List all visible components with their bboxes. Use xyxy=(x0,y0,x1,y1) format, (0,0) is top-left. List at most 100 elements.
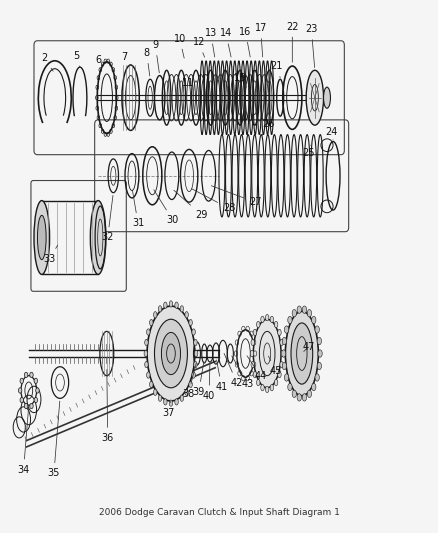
Ellipse shape xyxy=(280,350,283,357)
Text: 39: 39 xyxy=(192,361,205,397)
Ellipse shape xyxy=(147,306,194,401)
Ellipse shape xyxy=(30,372,33,377)
Ellipse shape xyxy=(281,350,285,357)
Ellipse shape xyxy=(256,379,259,386)
Ellipse shape xyxy=(35,388,39,393)
Ellipse shape xyxy=(279,340,283,345)
Ellipse shape xyxy=(146,329,150,335)
Ellipse shape xyxy=(251,361,254,368)
Text: 40: 40 xyxy=(202,363,215,401)
Ellipse shape xyxy=(180,395,183,401)
Text: 16: 16 xyxy=(239,27,251,57)
Text: 34: 34 xyxy=(18,408,30,474)
Ellipse shape xyxy=(256,321,259,328)
Ellipse shape xyxy=(161,333,180,375)
Ellipse shape xyxy=(144,350,147,357)
Text: 47: 47 xyxy=(301,342,314,352)
Ellipse shape xyxy=(287,317,291,324)
Ellipse shape xyxy=(316,337,321,345)
Ellipse shape xyxy=(265,386,268,393)
Ellipse shape xyxy=(274,321,277,328)
Text: 25: 25 xyxy=(301,145,314,158)
Text: 41: 41 xyxy=(215,360,227,392)
Ellipse shape xyxy=(90,200,106,274)
Ellipse shape xyxy=(291,310,296,317)
Ellipse shape xyxy=(311,317,315,324)
Ellipse shape xyxy=(260,384,264,391)
Ellipse shape xyxy=(297,306,301,313)
Ellipse shape xyxy=(30,403,33,409)
Ellipse shape xyxy=(302,394,306,401)
Ellipse shape xyxy=(145,361,148,368)
Text: 38: 38 xyxy=(182,363,196,399)
Text: 26: 26 xyxy=(261,119,274,136)
Ellipse shape xyxy=(191,372,195,378)
Ellipse shape xyxy=(194,350,198,357)
Ellipse shape xyxy=(153,389,157,395)
Text: 11: 11 xyxy=(182,78,194,93)
Ellipse shape xyxy=(188,319,192,326)
Text: 6: 6 xyxy=(95,55,106,64)
Ellipse shape xyxy=(269,316,273,322)
Ellipse shape xyxy=(265,314,268,321)
Ellipse shape xyxy=(169,400,172,406)
Text: 36: 36 xyxy=(101,369,113,443)
Ellipse shape xyxy=(169,301,172,307)
Ellipse shape xyxy=(174,302,178,309)
Ellipse shape xyxy=(316,362,321,370)
Text: 28: 28 xyxy=(191,189,235,214)
Text: 21: 21 xyxy=(270,61,282,78)
Text: 2006 Dodge Caravan Clutch & Input Shaft Diagram 1: 2006 Dodge Caravan Clutch & Input Shaft … xyxy=(99,508,339,517)
Ellipse shape xyxy=(282,337,286,345)
Text: 37: 37 xyxy=(162,401,174,418)
Text: 45: 45 xyxy=(268,356,281,376)
Ellipse shape xyxy=(149,319,153,326)
Ellipse shape xyxy=(317,350,321,357)
Ellipse shape xyxy=(25,403,28,409)
Ellipse shape xyxy=(307,310,311,317)
Ellipse shape xyxy=(253,329,256,336)
Ellipse shape xyxy=(163,302,167,309)
Text: 32: 32 xyxy=(101,196,113,243)
Text: 8: 8 xyxy=(143,48,149,76)
Ellipse shape xyxy=(311,383,315,391)
Text: 10: 10 xyxy=(173,34,185,58)
Ellipse shape xyxy=(251,340,254,345)
Ellipse shape xyxy=(274,379,277,386)
Text: 7: 7 xyxy=(121,52,131,65)
Ellipse shape xyxy=(34,398,37,403)
Text: 27: 27 xyxy=(211,185,261,207)
Ellipse shape xyxy=(250,350,253,357)
Text: 12: 12 xyxy=(192,37,205,57)
Ellipse shape xyxy=(302,306,306,313)
Text: 5: 5 xyxy=(73,51,80,67)
Text: 23: 23 xyxy=(304,24,317,68)
Ellipse shape xyxy=(20,378,24,383)
Text: 31: 31 xyxy=(131,190,144,228)
Ellipse shape xyxy=(153,312,157,318)
Ellipse shape xyxy=(193,361,197,368)
Ellipse shape xyxy=(314,374,318,381)
Ellipse shape xyxy=(145,340,148,346)
Ellipse shape xyxy=(37,215,46,260)
Ellipse shape xyxy=(154,319,187,388)
Ellipse shape xyxy=(191,329,195,335)
Ellipse shape xyxy=(158,395,162,401)
Text: 33: 33 xyxy=(43,245,57,264)
Ellipse shape xyxy=(284,374,288,381)
Ellipse shape xyxy=(290,323,312,384)
Ellipse shape xyxy=(277,372,281,378)
Ellipse shape xyxy=(279,361,283,368)
Ellipse shape xyxy=(188,381,192,387)
Text: 17: 17 xyxy=(254,23,266,57)
Ellipse shape xyxy=(260,316,264,322)
Ellipse shape xyxy=(163,399,167,405)
Text: 43: 43 xyxy=(231,356,254,389)
Ellipse shape xyxy=(284,326,288,333)
Ellipse shape xyxy=(307,390,311,398)
Ellipse shape xyxy=(20,398,24,403)
Text: 14: 14 xyxy=(219,28,232,57)
Ellipse shape xyxy=(180,306,183,312)
Ellipse shape xyxy=(34,378,37,383)
Text: 29: 29 xyxy=(173,190,207,220)
